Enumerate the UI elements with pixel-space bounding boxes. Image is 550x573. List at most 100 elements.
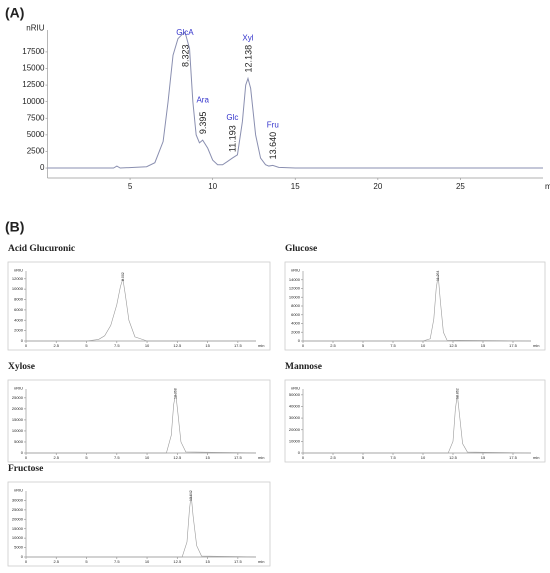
y-tick-label: 5000	[14, 545, 24, 550]
x-tick-label: 17.5	[234, 559, 243, 564]
chromatogram-line	[26, 393, 257, 454]
peak-name: Xyl	[242, 34, 253, 43]
chromatogram-line	[26, 278, 256, 342]
peak-name: Ara	[196, 95, 209, 104]
x-tick-label: 0	[25, 559, 28, 564]
chromatogram-line	[303, 275, 532, 342]
y-tick-label: 50000	[289, 392, 301, 397]
y-tick-label: 30000	[12, 497, 24, 502]
y-tick-label: 20000	[12, 516, 24, 521]
chart-frame	[7, 379, 271, 463]
chart-title: Xylose	[8, 362, 35, 372]
y-tick-label: 14000	[289, 277, 301, 282]
x-tick-label: 12.5	[449, 343, 458, 348]
y-tick-label: 2000	[291, 329, 301, 334]
x-tick-label: 0	[302, 343, 305, 348]
x-tick-label: 17.5	[234, 343, 243, 348]
y-tick-label: 15000	[22, 64, 45, 73]
x-tick-label: 15	[205, 343, 210, 348]
chart-title: Acid Glucuronic	[8, 244, 75, 254]
y-tick-label: 20000	[289, 427, 301, 432]
chart-title: Mannose	[285, 362, 322, 372]
panel-label: (A)	[5, 5, 24, 21]
peak-name: Fru	[267, 120, 279, 129]
y-tick-label: 0	[298, 338, 301, 343]
x-tick-label: 7.5	[390, 455, 396, 460]
y-tick-label: 10000	[289, 438, 301, 443]
y-tick-label: 6000	[291, 312, 301, 317]
chart-frame	[7, 261, 271, 351]
x-tick-label: 17.5	[509, 343, 518, 348]
x-tick-label: 15	[205, 455, 210, 460]
y-tick-label: 0	[21, 338, 24, 343]
x-tick-label: 5	[362, 343, 365, 348]
chromatogram-line	[47, 31, 543, 169]
y-tick-label: 6000	[14, 307, 24, 312]
x-axis-label: min	[533, 343, 539, 348]
chart-frame	[284, 379, 546, 463]
y-tick-label: 15000	[12, 417, 24, 422]
y-tick-label: 25000	[12, 395, 24, 400]
chart-frame	[284, 261, 546, 351]
y-tick-label: 4000	[291, 321, 301, 326]
x-axis-label: min	[258, 343, 264, 348]
peak-retention-time: 13.642	[189, 490, 193, 501]
y-tick-label: 12500	[22, 80, 45, 89]
x-tick-label: 15	[481, 343, 486, 348]
y-tick-label: 2000	[14, 328, 24, 333]
x-tick-label: 12.5	[173, 343, 182, 348]
x-tick-label: 15	[291, 182, 300, 191]
x-tick-label: 5	[85, 343, 88, 348]
y-axis-label: nRIU	[14, 487, 23, 492]
chromatogram-line	[303, 394, 532, 454]
y-tick-label: 0	[298, 450, 301, 455]
y-tick-label: 10000	[289, 294, 301, 299]
y-tick-label: 12000	[289, 286, 301, 291]
x-tick-label: 0	[25, 455, 28, 460]
x-tick-label: 7.5	[114, 343, 120, 348]
y-tick-label: 8000	[14, 297, 24, 302]
x-tick-label: 10	[145, 343, 150, 348]
y-axis-label: nRIU	[291, 385, 300, 390]
x-tick-label: 7.5	[390, 343, 396, 348]
y-tick-label: 10000	[12, 535, 24, 540]
y-tick-label: 4000	[14, 317, 24, 322]
x-tick-label: 2.5	[53, 559, 59, 564]
x-axis-label: min	[258, 455, 264, 460]
y-axis-label: nRIU	[291, 267, 300, 272]
y-axis-label: nRIU	[14, 385, 23, 390]
x-tick-label: 5	[362, 455, 365, 460]
peak-name: GlcA	[176, 28, 194, 37]
y-tick-label: 30000	[289, 415, 301, 420]
x-tick-label: 12.5	[173, 559, 182, 564]
chart-title: Fructose	[8, 464, 43, 474]
x-tick-label: 25	[456, 182, 465, 191]
x-tick-label: 17.5	[234, 455, 243, 460]
peak-retention-time: 11.193	[228, 125, 238, 152]
chart-frame	[7, 481, 271, 567]
panel-label: (B)	[5, 219, 24, 235]
y-tick-label: 5000	[27, 130, 45, 139]
peak-retention-time: 11.264	[436, 271, 440, 281]
x-tick-label: 20	[373, 182, 382, 191]
x-tick-label: 10	[208, 182, 217, 191]
x-tick-label: 0	[302, 455, 305, 460]
x-tick-label: 10	[145, 455, 150, 460]
x-tick-label: 10	[421, 343, 426, 348]
x-tick-label: 2.5	[330, 455, 336, 460]
x-axis-label: min	[258, 559, 264, 564]
chromatogram-line	[26, 494, 257, 558]
y-axis-label: nRIU	[14, 267, 23, 272]
x-tick-label: 10	[421, 455, 426, 460]
x-tick-label: 5	[85, 455, 88, 460]
y-tick-label: 7500	[27, 113, 45, 122]
x-tick-label: 12.5	[449, 455, 458, 460]
y-tick-label: 8000	[291, 303, 301, 308]
y-tick-label: 15000	[12, 526, 24, 531]
y-tick-label: 0	[21, 450, 24, 455]
y-tick-label: 17500	[22, 47, 45, 56]
y-tick-label: 40000	[289, 404, 301, 409]
x-tick-label: 7.5	[114, 559, 120, 564]
peak-retention-time: 12.862	[455, 388, 459, 399]
